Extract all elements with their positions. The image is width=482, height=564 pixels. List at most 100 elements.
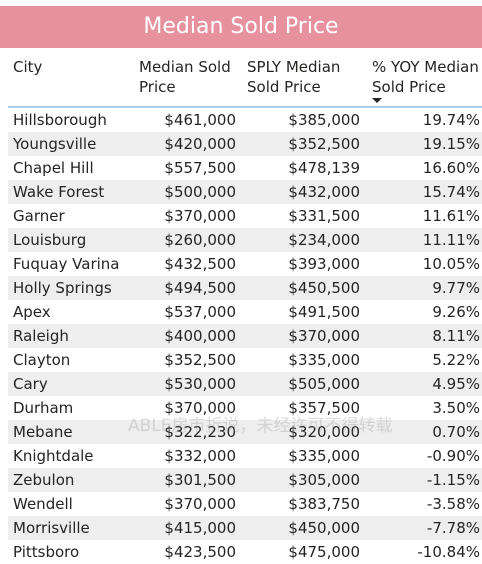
cell-median-sold-price: $332,000: [164, 447, 236, 465]
cell-median-sold-price: $537,000: [164, 303, 236, 321]
cell-yoy-median-sold-price: 8.11%: [432, 327, 480, 345]
cell-yoy-median-sold-price: 11.61%: [422, 207, 480, 225]
cell-city: Chapel Hill: [13, 159, 94, 177]
cell-sply-median-sold-price: $357,500: [288, 399, 360, 417]
cell-city: Holly Springs: [13, 279, 112, 297]
table-row[interactable]: Pittsboro $423,500 $475,000 -10.84%: [8, 540, 482, 564]
cell-city: Raleigh: [13, 327, 69, 345]
cell-city: Hillsborough: [13, 111, 107, 129]
column-header-sply-median[interactable]: SPLY Median Sold Price: [247, 57, 367, 97]
cell-sply-median-sold-price: $320,000: [288, 423, 360, 441]
table-row[interactable]: Morrisville $415,000 $450,000 -7.78%: [8, 516, 482, 540]
cell-yoy-median-sold-price: 5.22%: [432, 351, 480, 369]
cell-median-sold-price: $301,500: [164, 471, 236, 489]
table-header: City Median Sold Price SPLY Median Sold …: [8, 48, 482, 108]
column-header-city[interactable]: City: [13, 57, 133, 77]
cell-sply-median-sold-price: $335,000: [288, 447, 360, 465]
cell-sply-median-sold-price: $393,000: [288, 255, 360, 273]
table-row[interactable]: Zebulon $301,500 $305,000 -1.15%: [8, 468, 482, 492]
cell-sply-median-sold-price: $478,139: [288, 159, 360, 177]
cell-yoy-median-sold-price: 0.70%: [432, 423, 480, 441]
cell-median-sold-price: $461,000: [164, 111, 236, 129]
cell-city: Fuquay Varina: [13, 255, 120, 273]
cell-median-sold-price: $415,000: [164, 519, 236, 537]
cell-yoy-median-sold-price: -0.90%: [426, 447, 480, 465]
cell-city: Morrisville: [13, 519, 90, 537]
cell-sply-median-sold-price: $370,000: [288, 327, 360, 345]
cell-yoy-median-sold-price: -1.15%: [426, 471, 480, 489]
cell-sply-median-sold-price: $450,500: [288, 279, 360, 297]
table-row[interactable]: Garner $370,000 $331,500 11.61%: [8, 204, 482, 228]
cell-sply-median-sold-price: $385,000: [288, 111, 360, 129]
table-row[interactable]: Cary $530,000 $505,000 4.95%: [8, 372, 482, 396]
cell-median-sold-price: $557,500: [164, 159, 236, 177]
cell-median-sold-price: $423,500: [164, 543, 236, 561]
cell-city: Cary: [13, 375, 48, 393]
sort-descending-icon[interactable]: [372, 98, 382, 103]
cell-city: Clayton: [13, 351, 71, 369]
cell-yoy-median-sold-price: 4.95%: [432, 375, 480, 393]
column-header-yoy-line1: % YOY Median: [372, 58, 479, 76]
column-header-median-line2: Price: [139, 78, 176, 96]
column-header-yoy-line2: Sold Price: [372, 78, 446, 96]
cell-yoy-median-sold-price: 10.05%: [422, 255, 480, 273]
column-header-yoy-median[interactable]: % YOY Median Sold Price: [372, 57, 482, 97]
column-header-city-label: City: [13, 58, 43, 76]
cell-city: Apex: [13, 303, 51, 321]
table-row[interactable]: Raleigh $400,000 $370,000 8.11%: [8, 324, 482, 348]
cell-yoy-median-sold-price: 9.77%: [432, 279, 480, 297]
cell-city: Louisburg: [13, 231, 87, 249]
cell-sply-median-sold-price: $331,500: [288, 207, 360, 225]
cell-yoy-median-sold-price: 3.50%: [432, 399, 480, 417]
cell-median-sold-price: $352,500: [164, 351, 236, 369]
cell-yoy-median-sold-price: -10.84%: [417, 543, 480, 561]
cell-median-sold-price: $500,000: [164, 183, 236, 201]
median-sold-price-table: City Median Sold Price SPLY Median Sold …: [8, 48, 482, 564]
table-row[interactable]: Clayton $352,500 $335,000 5.22%: [8, 348, 482, 372]
cell-yoy-median-sold-price: 11.11%: [422, 231, 480, 249]
table-row[interactable]: Apex $537,000 $491,500 9.26%: [8, 300, 482, 324]
table-row[interactable]: Louisburg $260,000 $234,000 11.11%: [8, 228, 482, 252]
cell-median-sold-price: $420,000: [164, 135, 236, 153]
column-header-median-sold-price[interactable]: Median Sold Price: [139, 57, 243, 97]
cell-sply-median-sold-price: $450,000: [288, 519, 360, 537]
cell-median-sold-price: $370,000: [164, 495, 236, 513]
cell-yoy-median-sold-price: 19.74%: [422, 111, 480, 129]
cell-sply-median-sold-price: $383,750: [288, 495, 360, 513]
table-row[interactable]: Wendell $370,000 $383,750 -3.58%: [8, 492, 482, 516]
cell-city: Durham: [13, 399, 74, 417]
cell-city: Wake Forest: [13, 183, 105, 201]
table-row[interactable]: Holly Springs $494,500 $450,500 9.77%: [8, 276, 482, 300]
cell-sply-median-sold-price: $432,000: [288, 183, 360, 201]
cell-median-sold-price: $494,500: [164, 279, 236, 297]
cell-sply-median-sold-price: $352,500: [288, 135, 360, 153]
cell-city: Garner: [13, 207, 65, 225]
cell-sply-median-sold-price: $234,000: [288, 231, 360, 249]
table-row[interactable]: Wake Forest $500,000 $432,000 15.74%: [8, 180, 482, 204]
cell-median-sold-price: $322,230: [164, 423, 236, 441]
cell-median-sold-price: $370,000: [164, 207, 236, 225]
cell-city: Mebane: [13, 423, 73, 441]
table-row[interactable]: Fuquay Varina $432,500 $393,000 10.05%: [8, 252, 482, 276]
cell-median-sold-price: $370,000: [164, 399, 236, 417]
table-row[interactable]: Knightdale $332,000 $335,000 -0.90%: [8, 444, 482, 468]
table-row[interactable]: Durham $370,000 $357,500 3.50%: [8, 396, 482, 420]
cell-median-sold-price: $260,000: [164, 231, 236, 249]
table-row[interactable]: Mebane $322,230 $320,000 0.70%: [8, 420, 482, 444]
table-title: Median Sold Price: [0, 6, 482, 48]
cell-yoy-median-sold-price: -3.58%: [426, 495, 480, 513]
cell-city: Zebulon: [13, 471, 75, 489]
cell-yoy-median-sold-price: 16.60%: [422, 159, 480, 177]
table-row[interactable]: Chapel Hill $557,500 $478,139 16.60%: [8, 156, 482, 180]
column-header-sply-line2: Sold Price: [247, 78, 321, 96]
cell-sply-median-sold-price: $305,000: [288, 471, 360, 489]
cell-median-sold-price: $400,000: [164, 327, 236, 345]
table-row[interactable]: Hillsborough $461,000 $385,000 19.74%: [8, 108, 482, 132]
cell-sply-median-sold-price: $335,000: [288, 351, 360, 369]
table-row[interactable]: Youngsville $420,000 $352,500 19.15%: [8, 132, 482, 156]
cell-city: Youngsville: [13, 135, 97, 153]
cell-sply-median-sold-price: $505,000: [288, 375, 360, 393]
cell-median-sold-price: $432,500: [164, 255, 236, 273]
cell-yoy-median-sold-price: 15.74%: [422, 183, 480, 201]
cell-yoy-median-sold-price: 9.26%: [432, 303, 480, 321]
